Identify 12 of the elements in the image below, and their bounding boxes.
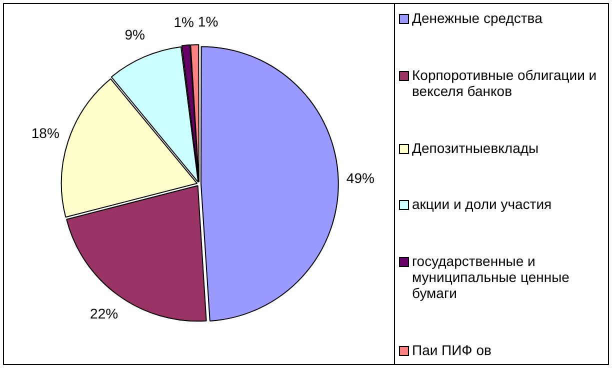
legend-label: Депозитныевклады bbox=[412, 140, 539, 156]
data-label: 49% bbox=[346, 170, 374, 186]
data-label: 18% bbox=[31, 124, 60, 141]
data-label: 1% bbox=[174, 14, 194, 30]
legend-label: государственные и муниципальные ценные бумаги bbox=[412, 253, 570, 302]
data-label: 22% bbox=[90, 306, 118, 322]
legend-label: Паи ПИФ ов bbox=[412, 342, 492, 358]
legend-label: Корпоротивные облигации и векселя банков bbox=[412, 66, 598, 99]
legend-label: Денежные средства bbox=[412, 10, 542, 26]
data-label: 1% bbox=[198, 13, 218, 30]
legend-label: акции и доли участия bbox=[412, 196, 552, 212]
data-label: 9% bbox=[124, 26, 145, 43]
